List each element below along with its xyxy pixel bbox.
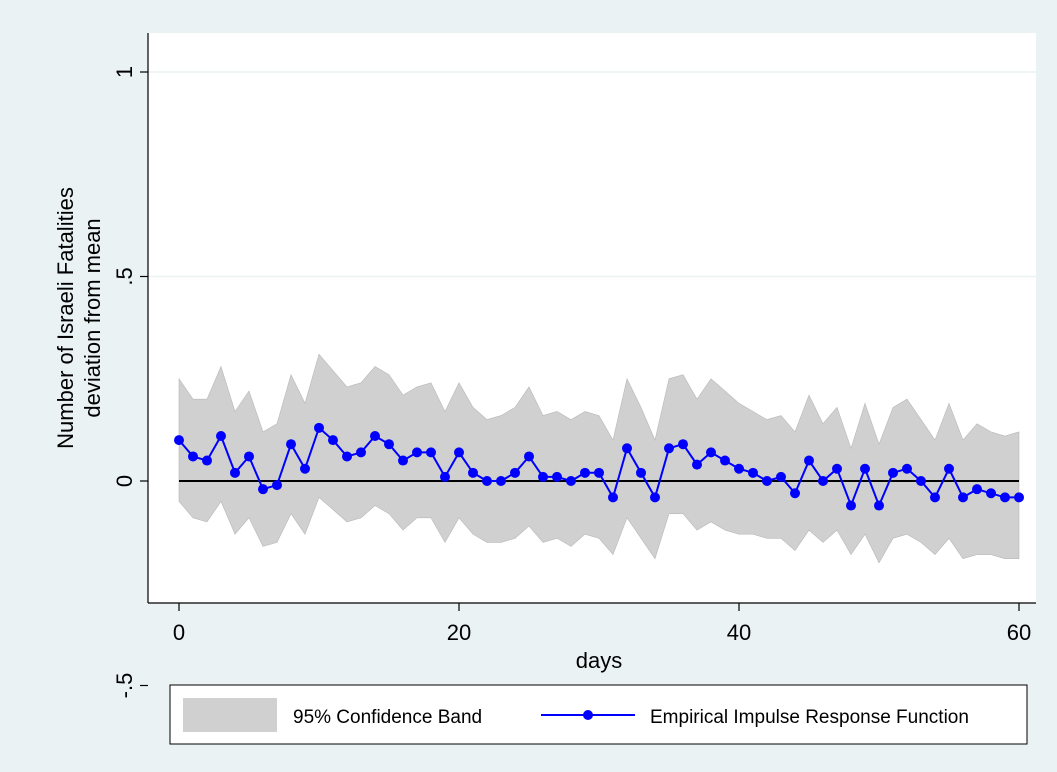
data-point-25 bbox=[524, 451, 534, 462]
data-point-22 bbox=[482, 476, 492, 486]
data-point-7 bbox=[272, 480, 282, 491]
data-point-15 bbox=[384, 439, 394, 450]
irf-series-points bbox=[174, 422, 1024, 511]
data-point-55 bbox=[944, 463, 954, 474]
data-point-17 bbox=[412, 447, 422, 458]
data-point-37 bbox=[692, 459, 702, 470]
legend: 95% Confidence Band Empirical Impulse Re… bbox=[169, 684, 1028, 745]
y-tick-label-1: 0 bbox=[112, 475, 137, 487]
data-point-14 bbox=[370, 431, 380, 442]
legend-marker-swatch bbox=[583, 710, 593, 720]
x-axis-label: days bbox=[576, 648, 622, 673]
data-point-44 bbox=[790, 488, 800, 499]
data-point-36 bbox=[678, 439, 688, 450]
y-axis-ticks: -.50.511.52 bbox=[112, 66, 148, 699]
data-point-2 bbox=[202, 455, 212, 466]
data-point-12 bbox=[342, 451, 352, 462]
data-point-18 bbox=[426, 447, 436, 458]
data-point-11 bbox=[328, 435, 338, 446]
data-point-30 bbox=[594, 467, 604, 478]
data-point-60 bbox=[1014, 492, 1024, 503]
data-point-21 bbox=[468, 467, 478, 478]
data-point-57 bbox=[972, 484, 982, 495]
data-point-41 bbox=[748, 467, 758, 478]
data-point-27 bbox=[552, 471, 562, 482]
data-point-4 bbox=[230, 467, 240, 478]
data-point-50 bbox=[874, 500, 884, 511]
y-axis-label-line-1: Number of Israeli Fatalities bbox=[53, 187, 78, 449]
data-point-13 bbox=[356, 447, 366, 458]
data-point-52 bbox=[902, 463, 912, 474]
data-point-24 bbox=[510, 467, 520, 478]
data-point-26 bbox=[538, 471, 548, 482]
data-point-32 bbox=[622, 443, 632, 454]
data-point-6 bbox=[258, 484, 268, 495]
x-tick-label-2: 40 bbox=[727, 620, 751, 645]
data-point-39 bbox=[720, 455, 730, 466]
data-point-8 bbox=[286, 439, 296, 450]
legend-band-swatch bbox=[183, 698, 277, 732]
data-point-3 bbox=[216, 431, 226, 442]
data-point-31 bbox=[608, 492, 618, 503]
x-tick-label-3: 60 bbox=[1007, 620, 1031, 645]
y-axis-label-line-2: deviation from mean bbox=[80, 218, 105, 417]
data-point-34 bbox=[650, 492, 660, 503]
data-point-33 bbox=[636, 467, 646, 478]
x-tick-label-0: 0 bbox=[173, 620, 185, 645]
legend-line-label: Empirical Impulse Response Function bbox=[650, 707, 969, 728]
data-point-43 bbox=[776, 471, 786, 482]
data-point-35 bbox=[664, 443, 674, 454]
data-point-48 bbox=[846, 500, 856, 511]
data-point-28 bbox=[566, 476, 576, 486]
data-point-54 bbox=[930, 492, 940, 503]
data-point-1 bbox=[188, 451, 198, 462]
data-point-16 bbox=[398, 455, 408, 466]
data-point-59 bbox=[1000, 492, 1010, 503]
data-point-47 bbox=[832, 463, 842, 474]
data-point-53 bbox=[916, 476, 926, 486]
data-point-58 bbox=[986, 488, 996, 499]
data-point-56 bbox=[958, 492, 968, 503]
data-point-5 bbox=[244, 451, 254, 462]
data-point-19 bbox=[440, 471, 450, 482]
data-point-23 bbox=[496, 476, 506, 486]
data-point-29 bbox=[580, 467, 590, 478]
y-tick-label-0: -.5 bbox=[112, 673, 137, 699]
data-point-45 bbox=[804, 455, 814, 466]
legend-band-label: 95% Confidence Band bbox=[293, 707, 482, 728]
y-tick-label-3: 1 bbox=[112, 66, 137, 78]
data-point-9 bbox=[300, 463, 310, 474]
data-point-20 bbox=[454, 447, 464, 458]
axes bbox=[147, 33, 1036, 604]
x-tick-label-1: 20 bbox=[447, 620, 471, 645]
y-tick-label-2: .5 bbox=[112, 267, 137, 285]
data-point-51 bbox=[888, 467, 898, 478]
x-axis-ticks: 0 20 40 60 bbox=[173, 603, 1031, 645]
data-point-10 bbox=[314, 422, 324, 433]
confidence-band bbox=[178, 353, 1020, 564]
data-point-0 bbox=[174, 435, 184, 446]
data-point-40 bbox=[734, 463, 744, 474]
data-point-42 bbox=[762, 476, 772, 486]
data-point-38 bbox=[706, 447, 716, 458]
data-point-46 bbox=[818, 476, 828, 486]
data-point-49 bbox=[860, 463, 870, 474]
